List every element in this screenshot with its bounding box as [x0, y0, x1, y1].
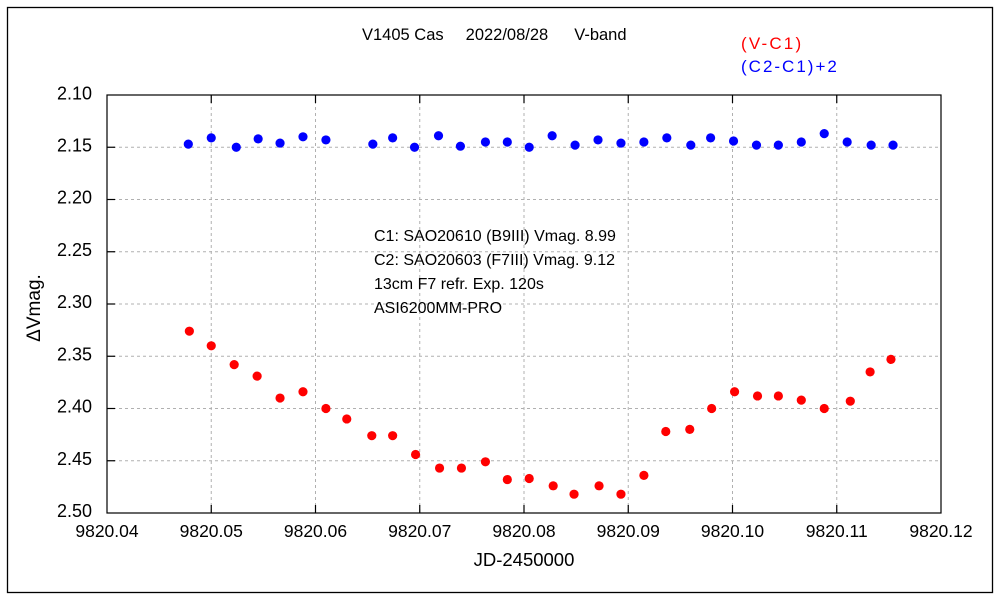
- svg-text:9820.05: 9820.05: [180, 521, 243, 541]
- svg-text:2.10: 2.10: [57, 84, 92, 104]
- svg-text:2.25: 2.25: [57, 240, 92, 260]
- svg-text:9820.12: 9820.12: [909, 521, 972, 541]
- svg-text:C2: SAO20603 (F7III) Vmag. 9.1: C2: SAO20603 (F7III) Vmag. 9.12: [374, 252, 615, 269]
- svg-text:2.40: 2.40: [57, 397, 92, 417]
- svg-text:9820.06: 9820.06: [284, 521, 347, 541]
- svg-text:JD-2450000: JD-2450000: [474, 549, 575, 570]
- svg-text:2.50: 2.50: [57, 501, 92, 521]
- svg-text:2.35: 2.35: [57, 345, 92, 365]
- svg-text:2.45: 2.45: [57, 449, 92, 469]
- svg-text:9820.08: 9820.08: [492, 521, 555, 541]
- svg-text:9820.07: 9820.07: [388, 521, 451, 541]
- svg-text:2.30: 2.30: [57, 292, 92, 312]
- svg-text:9820.11: 9820.11: [806, 521, 868, 541]
- svg-text:9820.09: 9820.09: [597, 521, 660, 541]
- svg-text:2.15: 2.15: [57, 136, 92, 156]
- svg-text:2.20: 2.20: [57, 188, 92, 208]
- svg-text:C1: SAO20610 (B9III) Vmag. 8.9: C1: SAO20610 (B9III) Vmag. 8.99: [374, 228, 616, 245]
- svg-text:9820.04: 9820.04: [75, 521, 139, 541]
- svg-text:ΔVmag.: ΔVmag.: [24, 274, 45, 342]
- svg-text:13cm F7 refr. Exp. 120s: 13cm F7 refr. Exp. 120s: [374, 276, 544, 293]
- svg-text:(V-C1): (V-C1): [741, 34, 803, 53]
- svg-text:(C2-C1)+2: (C2-C1)+2: [741, 57, 839, 76]
- svg-text:9820.10: 9820.10: [701, 521, 765, 541]
- svg-text:ASI6200MM-PRO: ASI6200MM-PRO: [374, 300, 502, 317]
